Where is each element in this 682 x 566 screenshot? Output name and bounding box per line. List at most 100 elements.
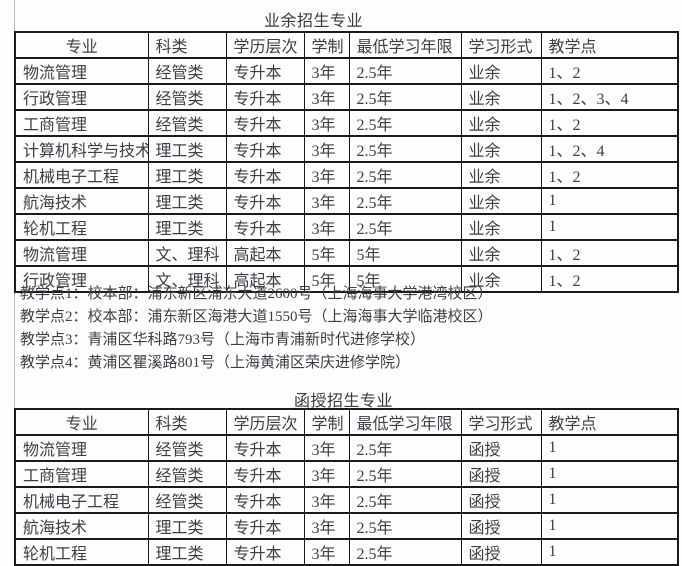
table-cell: 经管类 — [147, 460, 227, 488]
table-row: 工商管理 经管类 专升本 3年 2.5年 业余 1、2 — [14, 109, 679, 137]
table-title-evening: 业余招生专业 — [264, 13, 364, 30]
table-row: 物流管理 经管类 专升本 3年 2.5年 业余 1、2 — [14, 57, 679, 85]
table-cell: 1、2 — [540, 265, 679, 293]
table-cell: 3年 — [303, 161, 350, 189]
table-cell: 1、2 — [540, 57, 679, 85]
column-header: 学制 — [303, 31, 350, 59]
table-cell: 2.5年 — [348, 434, 462, 462]
table-cell: 专升本 — [225, 434, 305, 462]
column-header: 最低学习年限 — [348, 31, 462, 59]
table-row: 机械电子工程 经管类 专升本 3年 2.5年 函授 1 — [14, 486, 679, 514]
teaching-point-notes: 教学点1：校本部：浦东新区浦东大道2600号（上海海事大学港湾校区） 教学点2：校… — [20, 283, 493, 375]
table-cell: 业余 — [460, 187, 542, 215]
table-cell: 3年 — [303, 538, 350, 566]
table-cell: 理工类 — [147, 512, 227, 540]
teaching-point-note: 教学点2：校本部：浦东新区海港大道1550号（上海海事大学临港校区） — [20, 309, 493, 325]
table-cell: 5年 — [303, 239, 350, 267]
table-cell: 经管类 — [147, 109, 227, 137]
table-cell: 2.5年 — [348, 512, 462, 540]
table-cell: 理工类 — [147, 161, 227, 189]
table-cell: 航海技术 — [14, 512, 149, 540]
table-cell: 业余 — [460, 161, 542, 189]
table-row: 行政管理 经管类 专升本 3年 2.5年 业余 1、2、3、4 — [14, 83, 679, 111]
table-cell: 1 — [540, 460, 679, 488]
table-cell: 航海技术 — [14, 187, 149, 215]
table-cell: 1 — [540, 213, 679, 241]
table-cell: 5年 — [348, 265, 462, 293]
column-header: 教学点 — [540, 408, 679, 436]
table-cell: 专升本 — [225, 135, 305, 163]
table-cell: 2.5年 — [348, 109, 462, 137]
column-header: 学制 — [303, 408, 350, 436]
table-cell: 2.5年 — [348, 538, 462, 566]
table-cell: 1、2、4 — [540, 135, 679, 163]
table-cell: 3年 — [303, 486, 350, 514]
table-cell: 3年 — [303, 187, 350, 215]
table-cell: 3年 — [303, 460, 350, 488]
table-cell: 业余 — [460, 239, 542, 267]
table-cell: 行政管理 — [14, 83, 149, 111]
table-cell: 高起本 — [225, 265, 305, 293]
column-header: 专业 — [14, 408, 149, 436]
table-cell: 2.5年 — [348, 161, 462, 189]
column-header: 教学点 — [540, 31, 679, 59]
table-cell: 专升本 — [225, 486, 305, 514]
table-cell: 函授 — [460, 434, 542, 462]
table-cell: 物流管理 — [14, 434, 149, 462]
column-header: 学习形式 — [460, 31, 542, 59]
table-cell: 机械电子工程 — [14, 161, 149, 189]
table-row: 航海技术 理工类 专升本 3年 2.5年 业余 1 — [14, 187, 679, 215]
table-cell: 文、理科 — [147, 239, 227, 267]
table-cell: 业余 — [460, 265, 542, 293]
column-header: 最低学习年限 — [348, 408, 462, 436]
table-row: 计算机科学与技术 理工类 专升本 3年 2.5年 业余 1、2、4 — [14, 135, 679, 163]
column-header: 科类 — [147, 408, 227, 436]
table-cell: 2.5年 — [348, 57, 462, 85]
table-row: 轮机工程 理工类 专升本 3年 2.5年 函授 1 — [14, 538, 679, 566]
table-cell: 机械电子工程 — [14, 486, 149, 514]
table-cell: 文、理科 — [147, 265, 227, 293]
table-cell: 行政管理 — [14, 265, 149, 293]
table-cell: 工商管理 — [14, 109, 149, 137]
table-cell: 经管类 — [147, 434, 227, 462]
table-cell: 经管类 — [147, 57, 227, 85]
table-cell: 专升本 — [225, 460, 305, 488]
column-header: 学历层次 — [225, 31, 305, 59]
table-cell: 1 — [540, 512, 679, 540]
table-cell: 1 — [540, 434, 679, 462]
table-cell: 3年 — [303, 434, 350, 462]
table-cell: 专升本 — [225, 538, 305, 566]
table-cell: 专升本 — [225, 57, 305, 85]
column-header: 学历层次 — [225, 408, 305, 436]
table-cell: 函授 — [460, 460, 542, 488]
table-cell: 3年 — [303, 512, 350, 540]
table-cell: 2.5年 — [348, 213, 462, 241]
table-cell: 1 — [540, 187, 679, 215]
table-cell: 高起本 — [225, 239, 305, 267]
teaching-point-note: 教学点4：黄浦区瞿溪路801号（上海黄浦区荣庆进修学院） — [20, 355, 411, 371]
table-row: 物流管理 文、理科 高起本 5年 5年 业余 1、2 — [14, 239, 679, 267]
table-title-correspondence: 函授招生专业 — [294, 393, 394, 410]
table-cell: 理工类 — [147, 135, 227, 163]
table-cell: 1、2 — [540, 161, 679, 189]
table-cell: 轮机工程 — [14, 538, 149, 566]
table-cell: 业余 — [460, 57, 542, 85]
table-cell: 专升本 — [225, 109, 305, 137]
table-cell: 3年 — [303, 213, 350, 241]
table-cell: 轮机工程 — [14, 213, 149, 241]
table-cell: 1、2 — [540, 109, 679, 137]
table-row: 行政管理 文、理科 高起本 5年 5年 业余 1、2 — [14, 265, 679, 293]
table-cell: 1、2 — [540, 239, 679, 267]
table-row: 航海技术 理工类 专升本 3年 2.5年 函授 1 — [14, 512, 679, 540]
table-cell: 专升本 — [225, 187, 305, 215]
table-cell: 理工类 — [147, 538, 227, 566]
column-header: 科类 — [147, 31, 227, 59]
table-row: 物流管理 经管类 专升本 3年 2.5年 函授 1 — [14, 434, 679, 462]
table-cell: 3年 — [303, 109, 350, 137]
table-cell: 2.5年 — [348, 83, 462, 111]
table-cell: 专升本 — [225, 83, 305, 111]
table-cell: 2.5年 — [348, 486, 462, 514]
column-header: 专业 — [14, 31, 149, 59]
table-cell: 2.5年 — [348, 460, 462, 488]
